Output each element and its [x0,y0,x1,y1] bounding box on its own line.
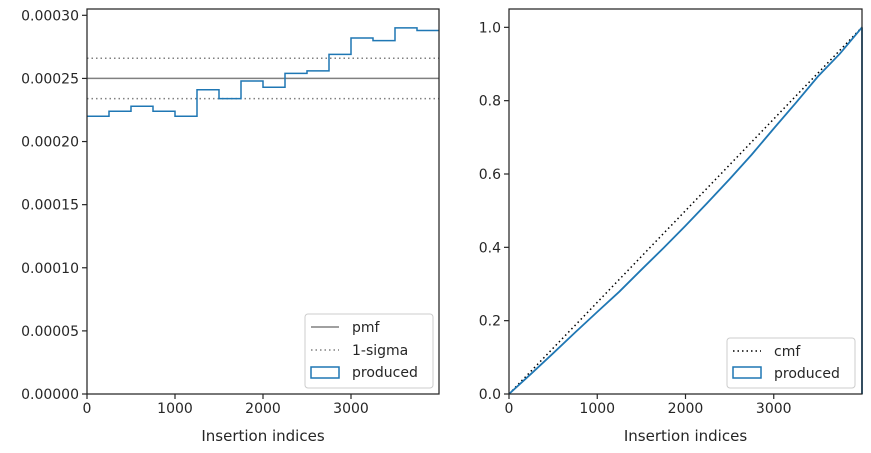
legend-produced-label: produced [352,365,418,381]
chart0-y-tick-label: 0.00000 [21,387,79,403]
chart1-x-tick-label: 0 [505,401,514,417]
right-panel: 0 1000 2000 3000 0.0 0.2 0.4 0.6 0.8 1.0 Insertio… [479,8,863,445]
chart0-y-tick-label: 0.00030 [21,8,79,24]
left-legend: pmf 1-sigma produced [304,313,434,389]
chart0-y-tick-label: 0.00005 [21,324,79,340]
chart0-x-tick-label: 2000 [245,401,281,417]
cmf-line [508,26,863,395]
left-x-axis-label: Insertion indices [201,427,324,445]
chart0-y-tick-label: 0.00015 [21,198,79,214]
chart1-x-tick-label: 1000 [579,401,615,417]
legend-1-sigma-label: 1-sigma [352,343,408,359]
chart0-x-tick-label: 3000 [333,401,369,417]
left-panel: 0 1000 2000 3000 0.00000 0.00005 0.00010 0.0001… [21,8,440,445]
chart1-y-tick-label: 1.0 [479,20,501,36]
produced-step-histogram [87,27,439,118]
right-ticks: 0 1000 2000 3000 0.0 0.2 0.4 0.6 0.8 1.0 [479,20,792,417]
right-axes-frame [508,8,863,395]
chart1-x-tick-label: 3000 [756,401,792,417]
legend-cmf-label: cmf [774,344,801,360]
left-legend-box [304,313,434,389]
left-ticks: 0 1000 2000 3000 0.00000 0.00005 0.00010 0.0001… [21,8,369,417]
legend-produced-patch-icon [732,366,762,379]
right-x-axis-label: Insertion indices [624,427,747,445]
chart0-x-tick-label: 0 [83,401,92,417]
left-plot-marks [87,27,439,118]
chart0-y-tick-label: 0.00020 [21,135,79,151]
chart1-y-tick-label: 0.4 [479,240,501,256]
chart1-y-tick-label: 0.2 [479,314,501,330]
chart1-x-tick-label: 2000 [668,401,704,417]
right-legend: cmf produced [726,337,856,389]
legend-produced-patch-icon [310,366,340,379]
legend-pmf-label: pmf [352,320,381,336]
produced-line [508,26,863,395]
legend-produced-label: produced [774,366,840,382]
chart0-y-tick-label: 0.00025 [21,71,79,87]
chart0-y-tick-label: 0.00010 [21,261,79,277]
chart1-y-tick-label: 0.6 [479,167,501,183]
chart1-y-tick-label: 0.0 [479,387,501,403]
right-legend-box [726,337,856,389]
chart1-y-tick-label: 0.8 [479,94,501,110]
chart0-x-tick-label: 1000 [157,401,193,417]
